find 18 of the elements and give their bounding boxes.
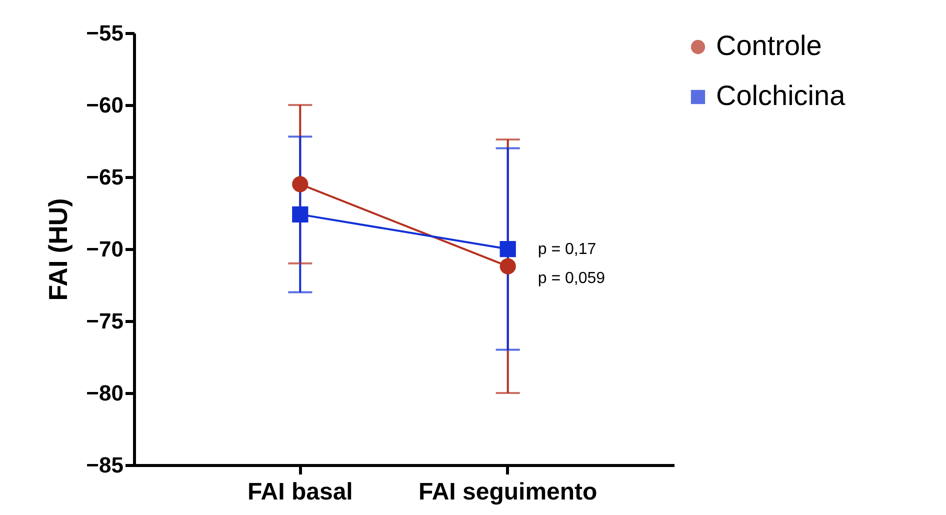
y-axis-title: FAI (HU) (43, 198, 74, 301)
point (292, 206, 308, 223)
x-tick-label: FAI seguimento (418, 478, 598, 506)
y-tick-label: −75 (86, 308, 124, 334)
point (292, 176, 308, 192)
point (500, 240, 516, 258)
annotation: p = 0,059 (538, 270, 606, 287)
legend-label: Controle (716, 30, 822, 61)
annotation: p = 0,17 (538, 241, 596, 258)
y-tick-label: −85 (86, 452, 124, 478)
y-tick-label: −80 (86, 380, 124, 406)
y-tick-label: −65 (86, 164, 124, 190)
y-tick-label: −55 (86, 20, 124, 46)
point (500, 258, 516, 274)
x-tick-label: FAI basal (247, 478, 353, 506)
legend-label: Colchicina (716, 80, 846, 111)
y-tick-label: −70 (86, 236, 124, 262)
y-tick-label: −60 (86, 92, 124, 118)
